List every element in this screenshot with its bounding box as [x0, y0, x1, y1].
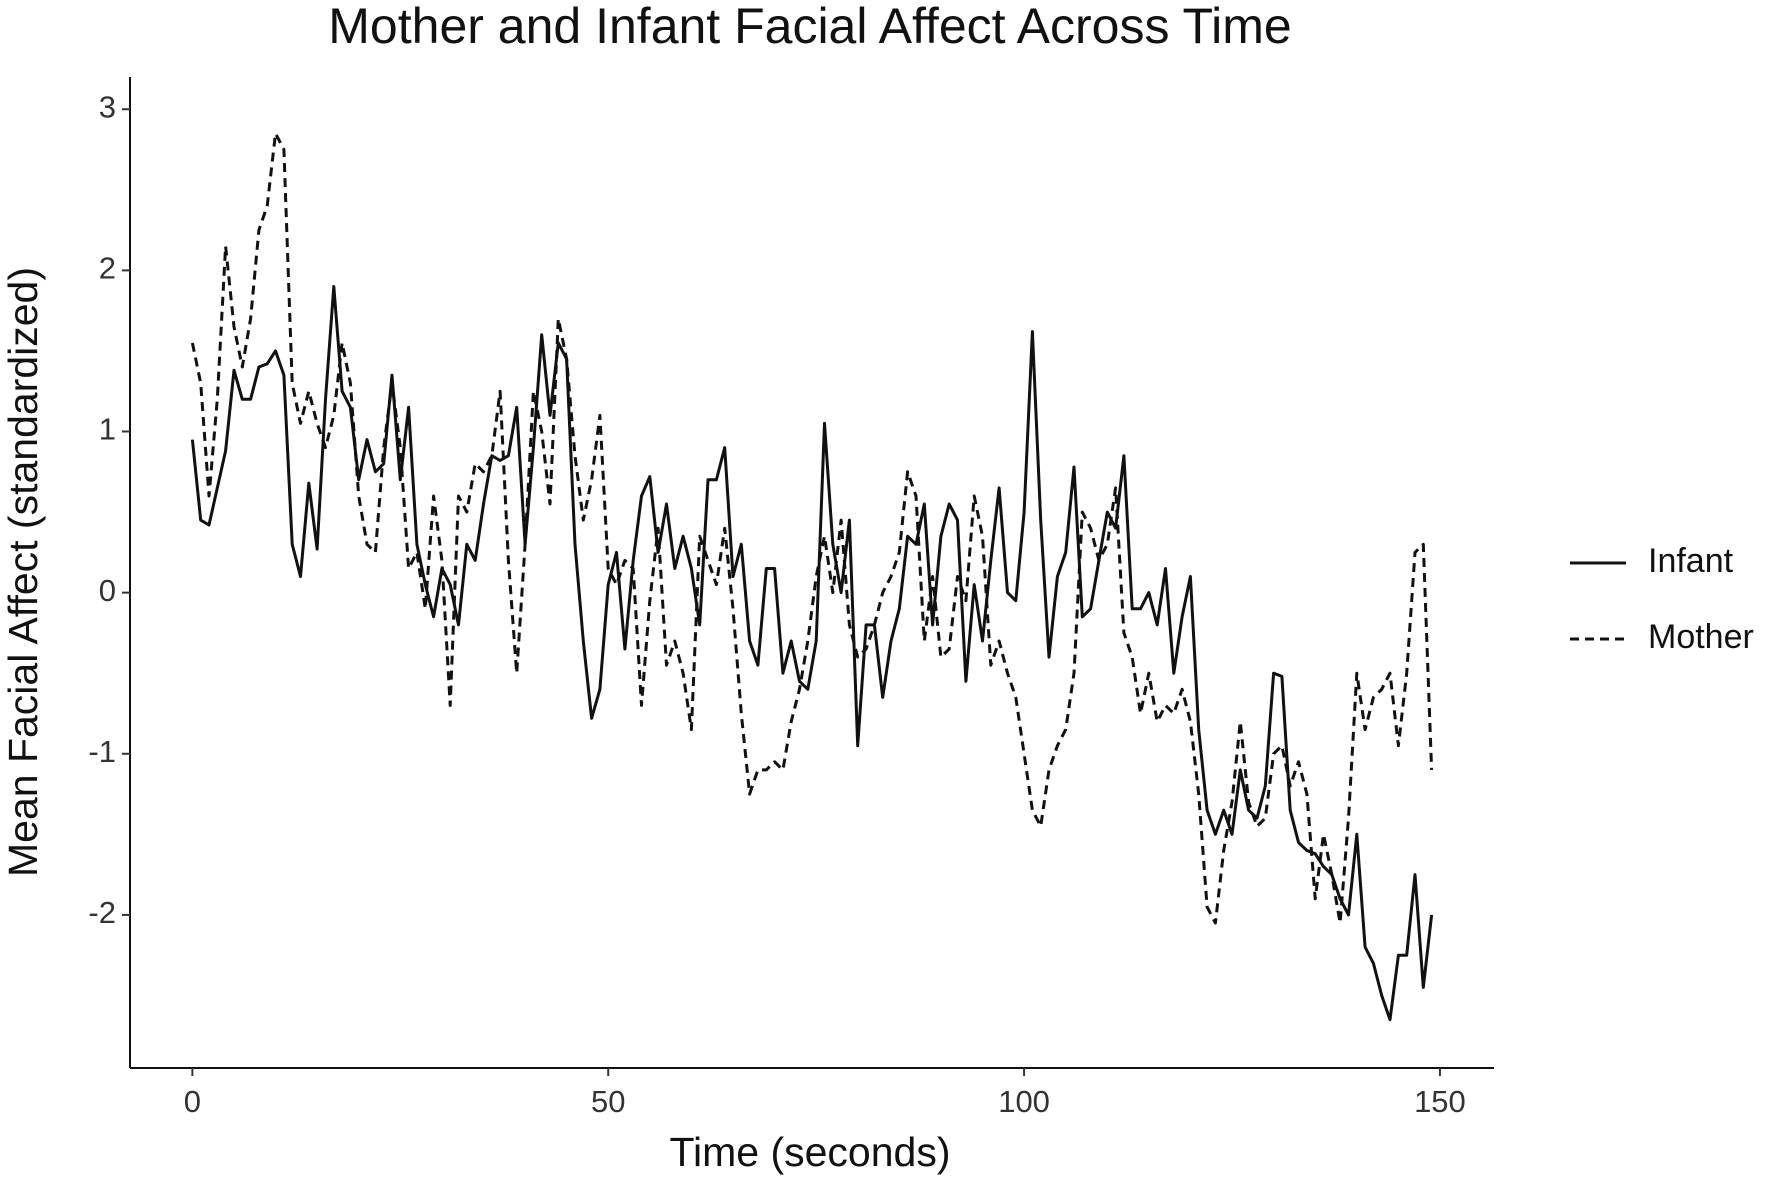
x-tick-label: 100 — [998, 1084, 1050, 1119]
legend-label: Mother — [1648, 618, 1754, 656]
x-tick-label: 150 — [1414, 1084, 1466, 1119]
y-axis-label: Mean Facial Affect (standardized) — [0, 267, 46, 877]
y-tick-label: -2 — [88, 895, 116, 930]
legend-label: Infant — [1648, 542, 1734, 580]
x-tick-label: 50 — [591, 1084, 625, 1119]
y-tick-label: 0 — [99, 573, 116, 608]
y-tick-label: -1 — [88, 734, 116, 769]
x-axis-label: Time (seconds) — [670, 1129, 951, 1175]
y-tick-label: 1 — [99, 412, 116, 447]
x-tick-label: 0 — [184, 1084, 201, 1119]
chart-title: Mother and Infant Facial Affect Across T… — [328, 0, 1291, 54]
series-line — [190, 131, 1434, 925]
series-line — [190, 285, 1434, 1022]
y-tick-label: 3 — [99, 89, 116, 124]
y-tick-label: 2 — [99, 251, 116, 286]
